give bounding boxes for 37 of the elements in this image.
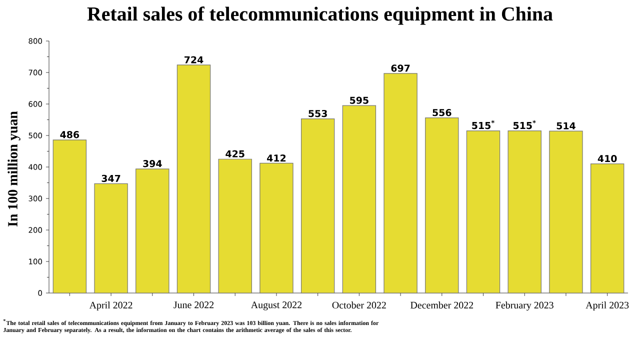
bar [94,183,128,294]
data-label: 412 [267,154,286,162]
data-label: 697 [391,64,410,72]
bar [342,105,376,294]
data-label: 514 [556,122,576,130]
x-tick-label: October 2022 [332,302,386,309]
x-tick-label: August 2022 [250,302,302,310]
x-tick-label: December 2022 [410,302,474,309]
data-label: 425 [226,150,244,158]
data-label: 724 [184,56,204,64]
y-axis-title: In 100 million yuan [8,111,20,226]
bar [136,168,170,294]
data-label: 553 [308,110,327,118]
bar [260,162,294,294]
data-label: 486 [60,131,80,138]
x-tick-label: June 2022 [174,302,214,308]
bar [300,118,335,294]
data-label: 595 [350,96,368,104]
data-label: 515$^{*}$ [472,120,494,130]
bar [425,118,459,294]
bar [466,130,500,294]
bar [590,164,624,294]
bar [218,158,252,294]
bar [52,140,87,294]
bar [384,73,418,294]
data-label: 410 [598,154,617,162]
data-label: 556 [432,109,452,116]
bar [508,130,542,294]
x-tick-label: February 2023 [496,302,554,311]
data-label: 347 [102,174,120,182]
x-tick-label: April 2023 [586,302,629,311]
bar [549,130,583,294]
x-tick-label: April 2022 [89,302,132,311]
chart-title: Retail sales of telecommunications equipment in China [87,6,553,25]
data-label: 394 [143,160,162,168]
bar [176,64,211,294]
data-label: 515$^{*}$ [513,120,536,130]
